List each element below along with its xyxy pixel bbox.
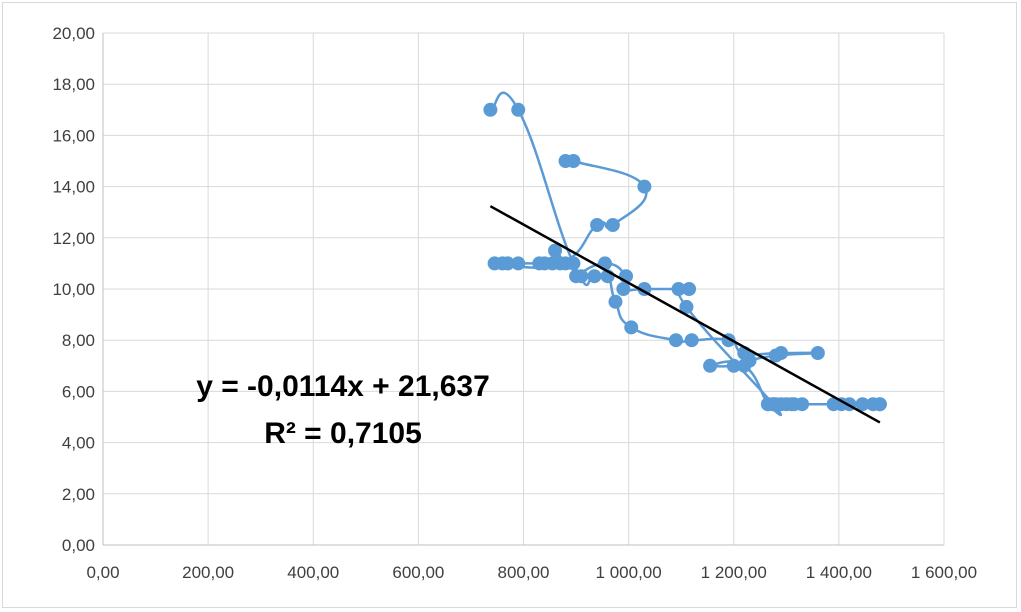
data-point (548, 243, 563, 258)
data-point (679, 299, 694, 314)
x-tick-label: 1 200,00 (701, 563, 767, 582)
trendline-layer (489, 205, 881, 424)
x-tick-label: 1 000,00 (596, 563, 662, 582)
data-point (784, 397, 799, 412)
data-point (703, 358, 718, 373)
data-point (590, 218, 605, 232)
series-line (488, 91, 887, 417)
y-tick-label: 0,00 (62, 536, 95, 555)
data-point (511, 102, 526, 117)
y-tick-label: 8,00 (62, 331, 95, 350)
data-series (483, 91, 887, 417)
data-point (605, 218, 620, 232)
data-point (616, 282, 631, 296)
data-point (668, 333, 683, 348)
data-point (608, 294, 623, 309)
data-point (684, 333, 699, 348)
y-tick-label: 4,00 (62, 434, 95, 453)
y-tick-label: 18,00 (52, 75, 95, 94)
x-tick-label: 200,00 (182, 563, 234, 582)
data-point (872, 397, 887, 412)
x-tick-label: 1 600,00 (911, 563, 977, 582)
scatter-chart: 0,00 2,00 4,00 6,00 8,00 10,00 12,00 14,00 16,00… (52, 24, 977, 582)
y-tick-label: 6,00 (62, 382, 95, 401)
data-point (766, 397, 781, 412)
data-point (553, 256, 568, 271)
data-point (487, 256, 502, 271)
axes: 0,00 2,00 4,00 6,00 8,00 10,00 12,00 14,00 16,00… (52, 24, 977, 582)
data-point (624, 320, 639, 335)
data-point (574, 269, 589, 284)
x-tick-label: 400,00 (287, 563, 339, 582)
grid-lines (103, 32, 945, 545)
data-point (483, 102, 498, 117)
data-point (737, 358, 752, 373)
y-tick-label: 14,00 (52, 178, 95, 197)
x-tick-label: 0,00 (86, 563, 119, 582)
y-tick-label: 2,00 (62, 485, 95, 504)
trendline-equation: y = -0,0114x + 21,637 (196, 370, 490, 403)
data-point (768, 348, 783, 363)
x-tick-label: 800,00 (498, 563, 550, 582)
data-point (558, 154, 573, 168)
y-tick-label: 16,00 (52, 126, 95, 145)
y-tick-label: 20,00 (52, 24, 95, 43)
data-point (671, 282, 686, 296)
trendline (489, 205, 881, 424)
x-tick-label: 600,00 (392, 563, 444, 582)
data-point (810, 346, 825, 360)
data-point (532, 256, 547, 271)
data-point (587, 269, 602, 284)
y-tick-label: 12,00 (52, 229, 95, 248)
x-tick-label: 1 400,00 (806, 563, 872, 582)
y-tick-label: 10,00 (52, 280, 95, 299)
trendline-r-squared: R² = 0,7105 (264, 417, 422, 450)
data-point (637, 179, 652, 194)
